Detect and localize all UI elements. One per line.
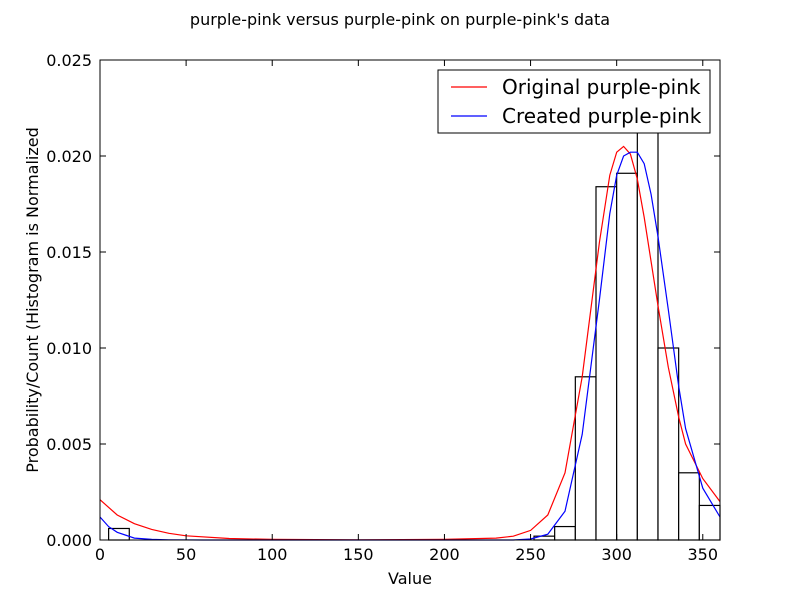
x-tick-label: 200 (429, 545, 460, 564)
histogram-bar (554, 525, 576, 541)
histogram-bar (616, 172, 638, 541)
x-tick-label: 350 (688, 545, 719, 564)
legend-label-original: Original purple-pink (502, 75, 701, 99)
histogram-bar (108, 527, 130, 541)
x-tick-label: 50 (176, 545, 196, 564)
plot-frame (99, 59, 721, 541)
x-tick-label: 0 (95, 545, 105, 564)
y-tick-label: 0.000 (46, 531, 92, 550)
x-tick-label: 250 (515, 545, 546, 564)
y-tick-label: 0.005 (46, 435, 92, 454)
x-tick-label: 150 (343, 545, 374, 564)
histogram-bar (678, 472, 700, 541)
x-tick-label: 100 (257, 545, 288, 564)
y-tick-label: 0.020 (46, 147, 92, 166)
legend-box (437, 69, 711, 134)
y-tick-label: 0.025 (46, 51, 92, 70)
legend: Original purple-pink Created purple-pink (437, 69, 711, 134)
y-axis-ticks: 0.000 0.005 0.010 0.015 0.020 0.025 (46, 51, 720, 550)
histogram-bars (108, 126, 721, 541)
y-tick-label: 0.010 (46, 339, 92, 358)
legend-label-created: Created purple-pink (502, 104, 702, 128)
y-tick-label: 0.015 (46, 243, 92, 262)
histogram-bar (636, 126, 659, 541)
series-line-original (99, 145, 721, 541)
x-axis-ticks: 0 50 100 150 200 250 300 350 (95, 60, 718, 564)
histogram-bar (657, 347, 680, 541)
histogram-bar (574, 376, 597, 541)
x-axis-label: Value (388, 569, 432, 588)
chart-title: purple-pink versus purple-pink on purple… (190, 10, 610, 29)
y-axis-label: Probability/Count (Histogram is Normaliz… (23, 127, 42, 473)
x-tick-label: 300 (601, 545, 632, 564)
